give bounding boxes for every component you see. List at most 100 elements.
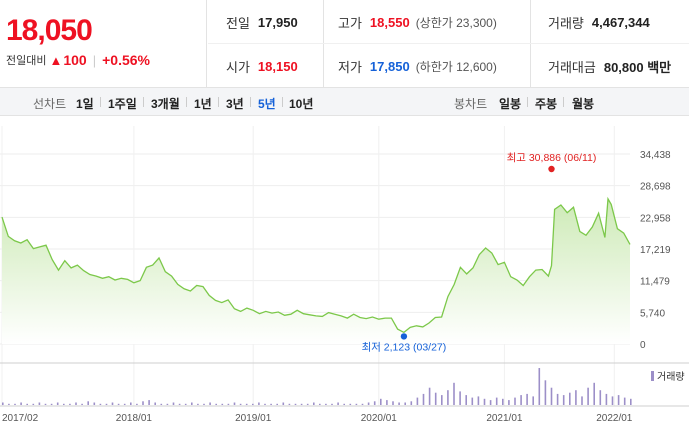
line-chart-label: 선차트	[33, 97, 67, 111]
volume-bar	[453, 382, 455, 405]
tab-5-years[interactable]: 5년	[258, 97, 276, 111]
volume-bar	[617, 395, 620, 405]
volume-bar	[69, 403, 71, 405]
volume-bar	[331, 403, 333, 405]
volume-bar	[422, 393, 425, 405]
x-tick-label: 2017/02	[2, 413, 39, 424]
y-tick-label: 0	[640, 340, 646, 351]
change-row: 전일대비 ▲ 100 | +0.56%	[6, 52, 150, 68]
volume-bar	[32, 403, 35, 405]
tab-3-months[interactable]: 3개월	[151, 97, 180, 111]
x-tick-label: 2020/01	[361, 413, 398, 424]
change-value: 100	[63, 52, 87, 68]
tab-1-day[interactable]: 1일	[76, 97, 94, 111]
volume-bar	[81, 403, 83, 405]
current-price: 18,050	[6, 14, 93, 47]
volume-bar	[111, 402, 114, 405]
tab-1-year[interactable]: 1년	[194, 97, 212, 111]
price-area	[2, 198, 630, 344]
tab-3-years[interactable]: 3년	[226, 97, 244, 111]
volume-bar	[441, 395, 443, 405]
volume-legend-swatch	[651, 371, 654, 381]
volume-bar	[197, 403, 199, 405]
volume-bar	[264, 403, 266, 405]
day-high-value: 18,550	[369, 14, 410, 30]
tab-monthly-candle[interactable]: 월봉	[572, 97, 595, 111]
volume-bar	[343, 403, 345, 405]
upper-limit: (상한가 23,300)	[415, 15, 497, 30]
change-label: 전일대비	[6, 55, 47, 67]
volume-bar	[459, 391, 461, 405]
volume-bar	[166, 403, 169, 405]
low-annotation: 최저 2,123 (03/27)	[362, 341, 447, 353]
volume-bar	[142, 401, 144, 405]
open-price-value: 18,150	[257, 58, 298, 74]
volume-bar	[258, 402, 260, 405]
volume-bar	[398, 402, 400, 405]
trade-amount-value: 80,800 백만	[603, 59, 672, 75]
volume-bar	[105, 403, 108, 405]
prev-close: 전일 17,950	[226, 0, 298, 44]
price-chart[interactable]: 34,438 28,698 22,958 17,219 11,479 5,740 0 최고 …	[0, 116, 689, 440]
tab-1-week[interactable]: 1주일	[108, 97, 137, 111]
day-low: 저가 17,850 (하한가 12,600)	[338, 44, 497, 88]
volume-bar	[227, 403, 230, 405]
volume-bar	[538, 368, 541, 405]
volume-label: 거래량	[548, 15, 584, 31]
volume-bar	[245, 403, 248, 405]
volume-bar	[172, 402, 175, 405]
volume-bar	[581, 396, 583, 405]
volume-bar	[8, 403, 10, 405]
volume-bar	[276, 403, 278, 405]
quote-header: 18,050 전일대비 ▲ 100 | +0.56% 전일 17,950 고가 …	[0, 0, 689, 88]
tab-10-years[interactable]: 10년	[289, 97, 314, 111]
volume-bar	[447, 390, 449, 405]
trade-amount-label: 거래대금	[548, 59, 596, 75]
volume-bar	[508, 400, 510, 405]
volume-bar	[130, 402, 132, 405]
open-price-label: 시가	[226, 59, 250, 75]
tab-weekly-candle[interactable]: 주봉	[535, 97, 558, 111]
volume-bar	[489, 400, 492, 405]
volume-bar	[160, 403, 163, 405]
volume-bar	[556, 393, 559, 405]
volume-bar	[203, 403, 205, 405]
divider: |	[92, 52, 97, 68]
volume-bar	[20, 402, 22, 405]
volume-bar	[63, 403, 65, 405]
day-low-label: 저가	[338, 59, 362, 75]
volume-bar	[550, 387, 553, 405]
volume-bar	[14, 403, 16, 405]
day-high: 고가 18,550 (상한가 23,300)	[338, 0, 497, 44]
x-tick-label: 2021/01	[486, 413, 523, 424]
x-tick-label: 2018/01	[116, 413, 153, 424]
volume-bar	[154, 402, 156, 405]
y-tick-label: 11,479	[640, 277, 670, 288]
volume-bar	[599, 390, 602, 405]
x-tick-label: 2019/01	[235, 413, 272, 424]
volume-bar	[288, 403, 291, 405]
volume-bar	[410, 401, 413, 405]
x-tick-label: 2022/01	[596, 413, 633, 424]
volume-bar	[56, 402, 59, 405]
volume-bar	[191, 402, 193, 405]
low-marker	[400, 333, 408, 340]
volume-bar	[136, 403, 138, 405]
y-tick-label: 34,438	[640, 150, 671, 161]
volume-bar	[562, 395, 565, 405]
volume-bar	[392, 401, 394, 405]
volume-bar	[386, 400, 388, 405]
volume-bar	[221, 403, 224, 405]
volume-bar	[282, 402, 285, 405]
volume-bar	[239, 403, 242, 405]
prev-close-value: 17,950	[257, 14, 298, 30]
y-tick-label: 5,740	[640, 308, 665, 319]
volume-bar	[270, 403, 272, 405]
volume-bar	[434, 392, 437, 405]
volume-bar	[75, 402, 77, 405]
y-tick-label: 28,698	[640, 182, 671, 193]
volume-bar	[313, 402, 315, 405]
price-chart-svg: 34,438 28,698 22,958 17,219 11,479 5,740 0 최고 …	[0, 126, 689, 424]
tab-daily-candle[interactable]: 일봉	[499, 97, 522, 111]
volume-bar	[380, 398, 382, 405]
